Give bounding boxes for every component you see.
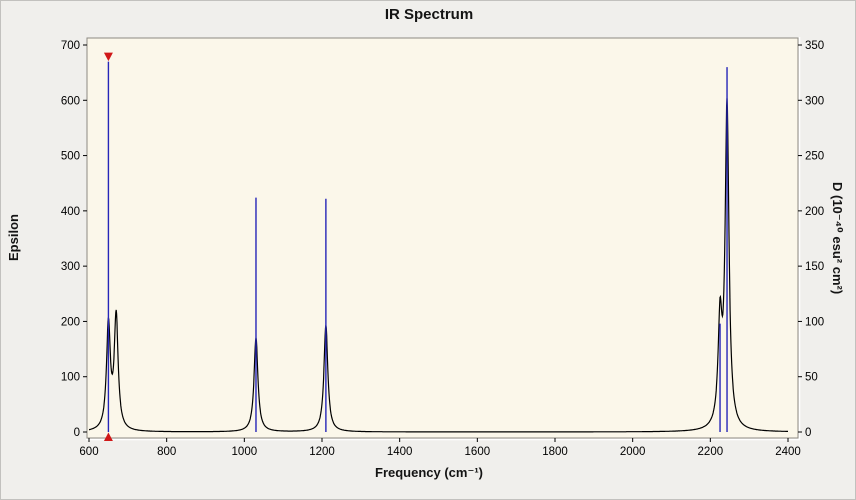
x-tick-label: 1400 <box>387 446 413 458</box>
x-tick-label: 1600 <box>465 446 491 458</box>
y-right-tick-label: 0 <box>805 427 811 439</box>
x-tick-label: 800 <box>157 446 176 458</box>
y-left-tick-label: 400 <box>61 206 80 218</box>
x-tick-label: 2200 <box>698 446 724 458</box>
y-right-tick-label: 300 <box>805 95 824 107</box>
y-left-tick-label: 0 <box>74 427 80 439</box>
x-tick-label: 1200 <box>309 446 335 458</box>
y-left-tick-label: 300 <box>61 261 80 273</box>
x-tick-label: 1000 <box>232 446 258 458</box>
chart-title: IR Spectrum <box>384 6 474 23</box>
plot-bevel <box>86 37 801 441</box>
x-axis-label: Frequency (cm⁻¹) <box>375 465 483 480</box>
y-axis-label-right: D (10⁻⁴⁰ esu² cm²) <box>830 181 845 295</box>
y-left-tick-label: 500 <box>61 151 80 163</box>
y-right-tick-label: 50 <box>805 372 818 384</box>
y-right-tick-label: 100 <box>805 316 824 328</box>
x-tick-label: 2400 <box>775 446 801 458</box>
plot-area <box>86 37 799 439</box>
y-left-tick-label: 200 <box>61 316 80 328</box>
y-left-tick-label: 600 <box>61 95 80 107</box>
selected-transition-marker-top <box>103 52 113 62</box>
y-axis-label-left: Epsilon <box>6 214 21 262</box>
y-left-tick-label: 100 <box>61 372 80 384</box>
epsilon-curve <box>89 98 788 433</box>
y-right-tick-label: 350 <box>805 40 824 52</box>
selected-transition-marker-bottom <box>103 432 113 441</box>
y-right-tick-label: 250 <box>805 151 824 163</box>
y-left-tick-label: 700 <box>61 40 80 52</box>
x-tick-label: 1800 <box>542 446 568 458</box>
y-right-tick-label: 200 <box>805 206 824 218</box>
x-tick-label: 2000 <box>620 446 646 458</box>
y-right-tick-label: 150 <box>805 261 824 273</box>
x-tick-label: 600 <box>79 446 98 458</box>
